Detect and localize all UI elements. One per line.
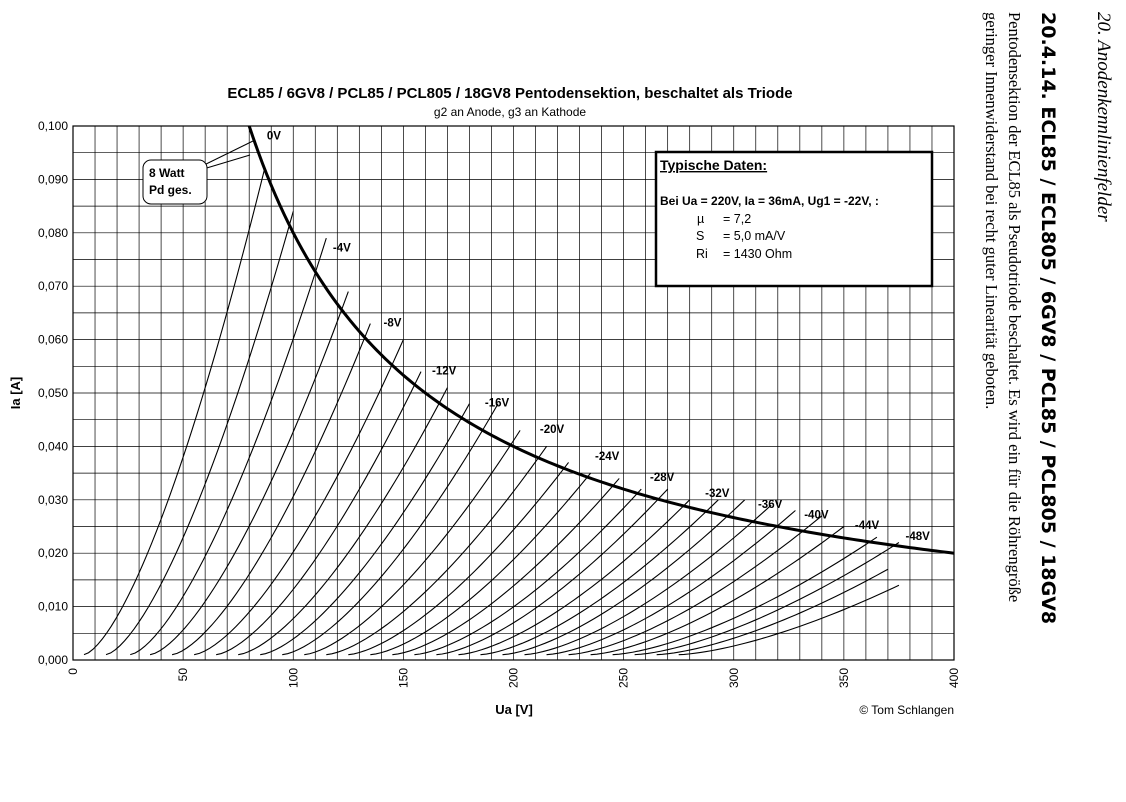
anode-curve <box>216 371 422 656</box>
y-tick-label: 0,070 <box>38 279 68 293</box>
anode-curve <box>83 168 266 656</box>
curve-labels: 0V -4V -8V -12V -16V -20V -24V -28V -32V -36V -40V… <box>267 130 930 542</box>
anode-curve <box>612 536 878 656</box>
anode-curve <box>194 339 404 656</box>
anode-curve <box>238 387 448 656</box>
info-box-title: Typische Daten: <box>660 157 767 173</box>
anode-curve <box>326 446 547 656</box>
param-ri-value: = 1430 Ohm <box>723 247 792 261</box>
x-tick-label: 150 <box>396 668 410 688</box>
side-text: 20. Anodenkennlinienfelder 20.4.14. ECL8… <box>982 12 1114 624</box>
anode-curve <box>348 462 569 656</box>
y-tick-label: 0,050 <box>38 386 68 400</box>
y-tick-label: 0,060 <box>38 333 68 347</box>
anode-curve <box>149 291 349 656</box>
y-tick-label: 0,040 <box>38 439 68 453</box>
y-tick-label: 0,080 <box>38 226 68 240</box>
anode-curve <box>590 526 845 656</box>
x-tick-label: 250 <box>617 668 631 688</box>
grid-voltage-label: -36V <box>758 499 783 511</box>
chart-subtitle: g2 an Anode, g3 an Kathode <box>434 105 586 119</box>
grid-voltage-label: 0V <box>267 130 281 142</box>
x-tick-label: 350 <box>837 668 851 688</box>
x-tick-label: 50 <box>176 668 190 682</box>
running-header: 20. Anodenkennlinienfelder <box>1093 12 1114 222</box>
anode-curve <box>524 504 772 656</box>
y-tick-label: 0,020 <box>38 546 68 560</box>
grid-voltage-label: -12V <box>432 365 457 377</box>
grid-voltage-label: -44V <box>855 520 880 532</box>
y-tick-label: 0,100 <box>38 119 68 133</box>
anode-curve <box>105 211 294 656</box>
x-tick-label: 300 <box>727 668 741 688</box>
anode-curve <box>634 542 900 656</box>
y-axis-label: Ia [A] <box>8 377 23 410</box>
grid-voltage-label: -16V <box>485 397 510 409</box>
y-tick-label: 0,000 <box>38 653 68 667</box>
grid-voltage-label: -40V <box>804 509 829 521</box>
anode-curve <box>546 510 796 656</box>
anode-curve <box>282 403 499 656</box>
callout-box <box>142 159 208 205</box>
anode-curve <box>260 403 470 656</box>
section-title: 20.4.14. ECL85 / ECL805 / 6GV8 / PCL85 /… <box>1037 12 1059 624</box>
anode-curve <box>458 499 691 656</box>
anode-curve <box>304 430 521 656</box>
x-tick-label: 100 <box>286 668 300 688</box>
grid-voltage-label: -28V <box>650 472 675 484</box>
y-tick-label: 0,030 <box>38 493 68 507</box>
param-s-symbol: S <box>696 229 704 243</box>
anode-curve <box>502 499 746 656</box>
anode-curve <box>370 472 592 656</box>
anode-curve <box>171 323 371 656</box>
anode-curve <box>678 584 900 656</box>
copyright-note: © Tom Schlangen <box>859 703 954 717</box>
y-tick-label: 0,090 <box>38 172 68 186</box>
callout-line1: 8 Watt <box>149 166 185 180</box>
pd-hyperbola <box>247 125 955 555</box>
anode-curve <box>568 515 823 656</box>
anode-curve <box>414 488 642 656</box>
x-axis-label: Ua [V] <box>495 702 533 717</box>
x-tick-label: 0 <box>66 668 80 675</box>
grid-voltage-label: -4V <box>333 242 351 254</box>
chart-title: ECL85 / 6GV8 / PCL85 / PCL805 / 18GV8 Pe… <box>227 85 792 102</box>
callout-pointer-1 <box>199 140 254 168</box>
x-tick-label: 400 <box>947 668 961 688</box>
plot-frame <box>72 125 955 661</box>
anode-curve <box>480 499 719 656</box>
anode-curves <box>83 168 900 656</box>
param-mu-value: = 7,2 <box>723 212 751 226</box>
body-line-2: geringer Innenwiderstand bei recht guter… <box>982 12 1001 409</box>
power-dissipation-curve <box>247 125 955 555</box>
grid-voltage-label: -24V <box>595 451 620 463</box>
anode-curve <box>130 237 327 656</box>
typical-data-box: Typische Daten: Bei Ua = 220V, Ia = 36mA… <box>654 150 934 288</box>
grid-voltage-label: -48V <box>906 531 931 543</box>
param-ri-symbol: Ri <box>696 247 708 261</box>
param-s-value: = 5,0 mA/V <box>723 229 786 243</box>
x-tick-label: 200 <box>507 668 521 688</box>
grid-voltage-label: -32V <box>705 488 730 500</box>
grid-voltage-label: -20V <box>540 424 565 436</box>
pd-callout: 8 Watt Pd ges. <box>142 140 254 205</box>
axis-ticks: 0,000 0,010 0,020 0,030 0,040 0,050 0,060 0,070… <box>38 119 961 688</box>
info-box-operating-point: Bei Ua = 220V, Ia = 36mA, Ug1 = -22V, : <box>660 194 879 208</box>
param-mu-symbol: µ <box>697 212 704 226</box>
info-box-frame <box>654 150 934 288</box>
callout-pointer-2 <box>199 154 251 171</box>
y-tick-label: 0,010 <box>38 600 68 614</box>
anode-curve <box>392 478 620 656</box>
anode-curve <box>656 568 889 656</box>
body-line-1: Pentodensektion der ECL85 als Pseudotrio… <box>1005 12 1024 602</box>
grid-voltage-label: -8V <box>384 317 402 329</box>
anode-curve <box>436 488 669 656</box>
callout-line2: Pd ges. <box>149 183 192 197</box>
